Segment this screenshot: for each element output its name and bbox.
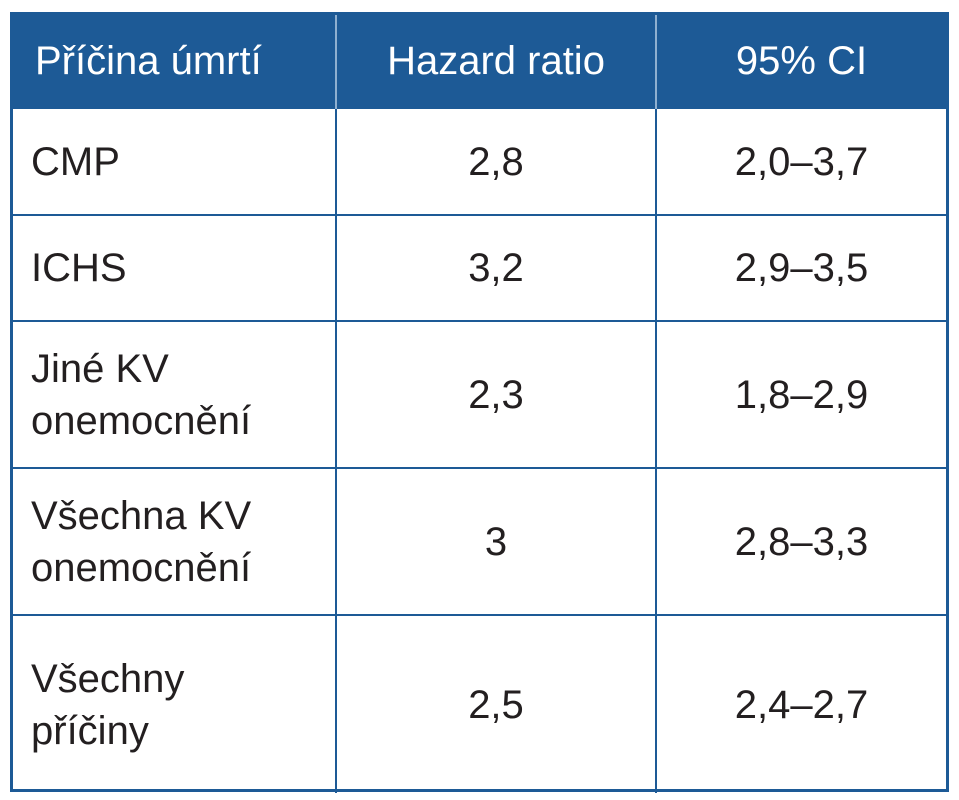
table-cell: Jiné KV onemocnění <box>13 320 336 468</box>
table-row: ICHS 3,2 2,9–3,5 <box>13 214 946 321</box>
table-cell: Všechny příčiny <box>13 614 336 793</box>
table-cell: CMP <box>13 107 336 215</box>
table-cell: 2,8–3,3 <box>655 467 946 615</box>
table-cell: ICHS <box>13 214 336 321</box>
table-cell: 2,5 <box>335 614 656 793</box>
table-cell: 2,9–3,5 <box>655 214 946 321</box>
table-cell: 3,2 <box>335 214 656 321</box>
header-cell: Příčina úmrtí <box>13 15 336 108</box>
table-cell: 2,0–3,7 <box>655 107 946 215</box>
table-row: Všechny příčiny 2,5 2,4–2,7 <box>13 614 946 793</box>
header-cell: 95% CI <box>655 15 946 108</box>
table-frame: Příčina úmrtí Hazard ratio 95% CI CMP 2,8 2,… <box>10 12 949 793</box>
table-cell: 2,4–2,7 <box>655 614 946 793</box>
table-cell: 2,8 <box>335 107 656 215</box>
table-row: Jiné KV onemocnění 2,3 1,8–2,9 <box>13 320 946 468</box>
table-cell: 2,3 <box>335 320 656 468</box>
header-row: Příčina úmrtí Hazard ratio 95% CI <box>13 15 946 108</box>
header-cell: Hazard ratio <box>335 15 656 108</box>
table-cell: 1,8–2,9 <box>655 320 946 468</box>
table-row: Všechna KV onemocnění 3 2,8–3,3 <box>13 467 946 615</box>
table-cell: 3 <box>335 467 656 615</box>
table: Příčina úmrtí Hazard ratio 95% CI CMP 2,8 2,… <box>13 15 946 793</box>
table-row: CMP 2,8 2,0–3,7 <box>13 107 946 215</box>
table-cell: Všechna KV onemocnění <box>13 467 336 615</box>
